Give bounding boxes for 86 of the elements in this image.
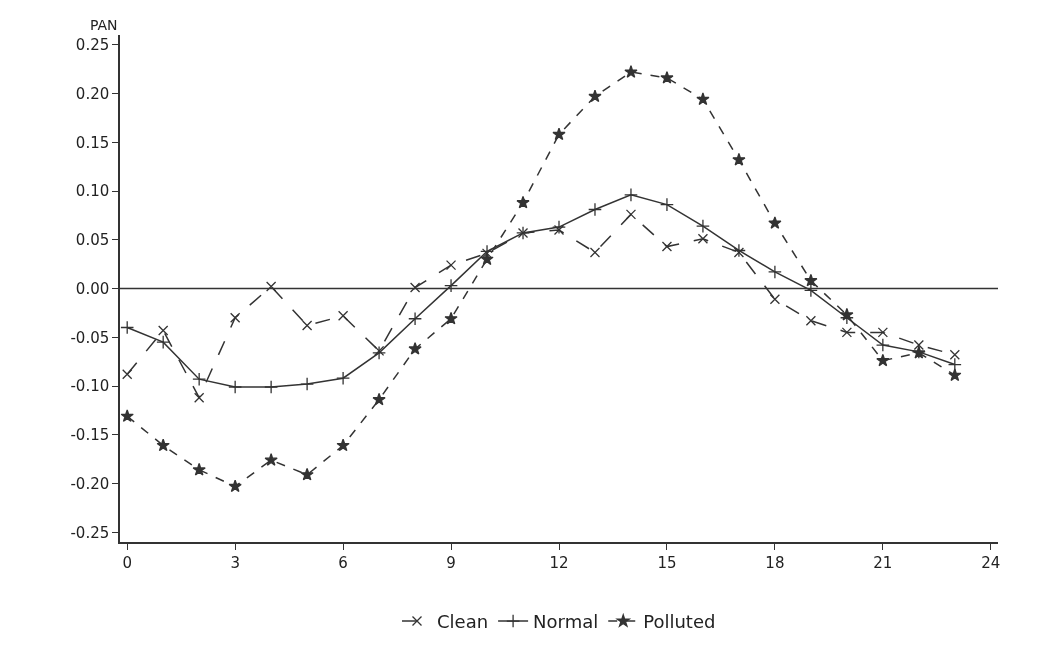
- point: [661, 241, 673, 252]
- point: [516, 195, 530, 209]
- point: [444, 311, 458, 325]
- x-tick-label: 18: [765, 553, 785, 572]
- point: [767, 264, 782, 279]
- point: [552, 127, 566, 141]
- point: [264, 380, 279, 394]
- y-tick-label: 0.05: [75, 231, 110, 249]
- y-tick-label: 0.15: [75, 133, 110, 152]
- point: [625, 209, 637, 220]
- point: [372, 392, 386, 406]
- legend-label: Polluted: [643, 611, 716, 633]
- point: [337, 310, 349, 321]
- x-tick-label: 12: [549, 553, 569, 572]
- point: [445, 259, 457, 271]
- point: [408, 311, 423, 326]
- point: [624, 65, 638, 78]
- point: [731, 243, 746, 258]
- legend-label: Normal: [533, 611, 599, 633]
- point: [120, 409, 134, 422]
- point: [301, 320, 313, 331]
- y-tick-label: 0.25: [75, 36, 110, 54]
- point: [624, 187, 638, 202]
- point: [660, 70, 674, 84]
- y-tick-label: -0.25: [70, 523, 110, 542]
- point: [697, 233, 709, 244]
- point: [660, 197, 674, 212]
- point: [876, 353, 890, 367]
- point: [122, 369, 133, 380]
- point: [877, 327, 888, 338]
- y-tick-label: -0.20: [70, 474, 110, 493]
- point: [156, 335, 171, 350]
- point: [552, 220, 566, 235]
- point: [875, 338, 890, 352]
- y-tick-label: 0.20: [75, 84, 110, 103]
- point: [228, 380, 243, 394]
- point: [194, 392, 205, 403]
- point: [588, 89, 602, 103]
- y-axis-title: PAN: [90, 17, 118, 33]
- point: [696, 92, 710, 106]
- y-tick-label: -0.05: [70, 328, 110, 347]
- point: [300, 377, 315, 391]
- point: [156, 438, 170, 452]
- x-tick-label: 15: [657, 553, 677, 572]
- x-tick-label: 3: [230, 553, 240, 572]
- point: [841, 327, 853, 338]
- point: [732, 152, 746, 166]
- point: [336, 438, 350, 452]
- point: [553, 224, 565, 236]
- y-tick-label: 0.00: [75, 279, 110, 298]
- point: [228, 479, 242, 493]
- y-tick-label: -0.10: [70, 377, 110, 396]
- point: [840, 307, 854, 321]
- x-tick-label: 6: [338, 553, 348, 572]
- point: [120, 320, 135, 335]
- legend-label: Clean: [437, 611, 489, 633]
- point: [695, 219, 710, 234]
- point: [948, 368, 962, 382]
- point: [947, 357, 962, 372]
- y-tick-label: 0.10: [75, 182, 110, 201]
- point: [949, 349, 960, 360]
- point: [589, 247, 601, 258]
- point: [409, 282, 421, 293]
- point: [192, 372, 207, 387]
- point: [300, 467, 314, 481]
- x-tick-label: 24: [981, 553, 1001, 572]
- point: [588, 202, 602, 217]
- y-tick-label: -0.15: [70, 426, 110, 444]
- point: [768, 216, 782, 229]
- point: [803, 283, 818, 298]
- x-tick-label: 0: [122, 553, 132, 572]
- point: [230, 312, 241, 323]
- point: [336, 371, 351, 386]
- point: [444, 278, 458, 293]
- x-tick-label: 9: [446, 553, 456, 572]
- point: [192, 462, 206, 476]
- point: [733, 247, 745, 258]
- point: [769, 294, 781, 305]
- point: [408, 342, 422, 355]
- point: [804, 273, 818, 287]
- point: [158, 325, 169, 336]
- point: [265, 281, 277, 292]
- point: [264, 453, 278, 466]
- x-tick-label: 21: [873, 553, 893, 572]
- point: [805, 315, 817, 326]
- point: [480, 252, 494, 265]
